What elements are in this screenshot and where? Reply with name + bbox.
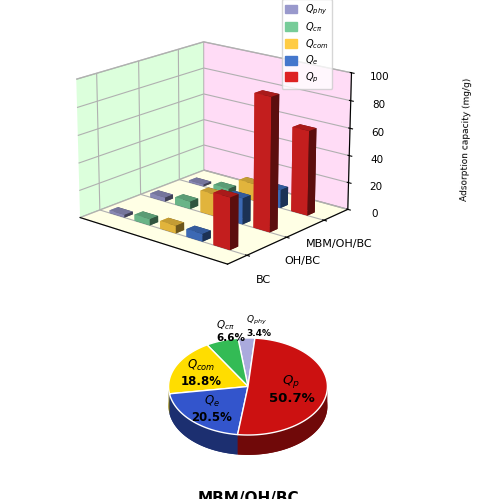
Polygon shape (169, 365, 248, 414)
Polygon shape (207, 358, 248, 406)
Text: $Q_{phy}$
3.4%: $Q_{phy}$ 3.4% (246, 314, 271, 338)
Polygon shape (238, 338, 327, 435)
Polygon shape (170, 394, 238, 455)
Polygon shape (207, 338, 248, 387)
Polygon shape (170, 387, 248, 435)
Text: $Q_e$
20.5%: $Q_e$ 20.5% (191, 394, 232, 424)
Polygon shape (238, 338, 255, 387)
Text: $Q_p$
50.7%: $Q_p$ 50.7% (268, 373, 314, 405)
Polygon shape (238, 388, 327, 455)
Text: $Q_{com}$
18.8%: $Q_{com}$ 18.8% (181, 358, 222, 388)
Text: MBM/OH/BC: MBM/OH/BC (197, 491, 299, 499)
Text: $Q_{c\pi}$
6.6%: $Q_{c\pi}$ 6.6% (216, 318, 245, 343)
Polygon shape (170, 406, 248, 455)
Polygon shape (169, 345, 248, 394)
Polygon shape (238, 358, 327, 455)
Polygon shape (238, 358, 255, 406)
Legend: $Q_{phy}$, $Q_{c\pi}$, $Q_{com}$, $Q_e$, $Q_p$: $Q_{phy}$, $Q_{c\pi}$, $Q_{com}$, $Q_e$,… (282, 0, 332, 88)
Polygon shape (169, 387, 170, 414)
